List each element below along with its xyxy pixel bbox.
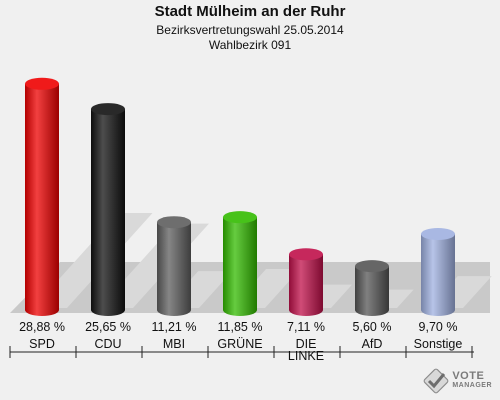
bar-top xyxy=(421,228,455,241)
value-label: 11,21 % xyxy=(152,320,197,334)
category-label: AfD xyxy=(362,337,383,351)
category-label: Sonstige xyxy=(414,337,463,351)
x-axis-ticks xyxy=(9,346,473,358)
category-label: DIE xyxy=(296,337,317,351)
logo-text-vote: VOTE xyxy=(452,370,485,382)
checkmark-logo-icon xyxy=(423,368,449,394)
chart-subtitle: Bezirksvertretungswahl 25.05.2014 xyxy=(156,23,344,37)
value-label: 9,70 % xyxy=(419,320,458,334)
bar-grüne xyxy=(223,217,257,316)
category-label: CDU xyxy=(94,337,121,351)
bar-spd xyxy=(25,83,59,316)
chart-district: Wahlbezirk 091 xyxy=(208,38,292,52)
value-labels: 28,88 % 25,65 % 11,21 % 11,85 % 7,11 % 5,60 %… xyxy=(19,320,457,334)
bar-top xyxy=(91,103,125,116)
bar-cdu xyxy=(91,109,125,316)
bar-top xyxy=(25,77,59,90)
value-label: 11,85 % xyxy=(218,320,263,334)
bar-afd xyxy=(355,266,389,316)
value-label: 28,88 % xyxy=(19,320,65,334)
category-label: MBI xyxy=(163,337,185,351)
category-label: SPD xyxy=(29,337,55,351)
bar-top xyxy=(289,248,323,261)
bar-top xyxy=(355,260,389,273)
bar-die-linke xyxy=(289,254,323,316)
category-label: GRÜNE xyxy=(217,337,262,351)
value-label: 25,65 % xyxy=(85,320,131,334)
bar-top xyxy=(157,216,191,229)
bar-sonstige xyxy=(421,234,455,316)
bar-mbi xyxy=(157,222,191,316)
logo-text-manager: MANAGER xyxy=(452,382,492,389)
bars xyxy=(25,77,455,316)
votemanager-logo: VOTE MANAGER xyxy=(423,368,492,394)
chart-title: Stadt Mülheim an der Ruhr xyxy=(154,3,346,20)
bar-top xyxy=(223,211,257,224)
value-label: 7,11 % xyxy=(287,320,325,334)
category-label: LINKE xyxy=(288,349,324,363)
value-label: 5,60 % xyxy=(353,320,392,334)
